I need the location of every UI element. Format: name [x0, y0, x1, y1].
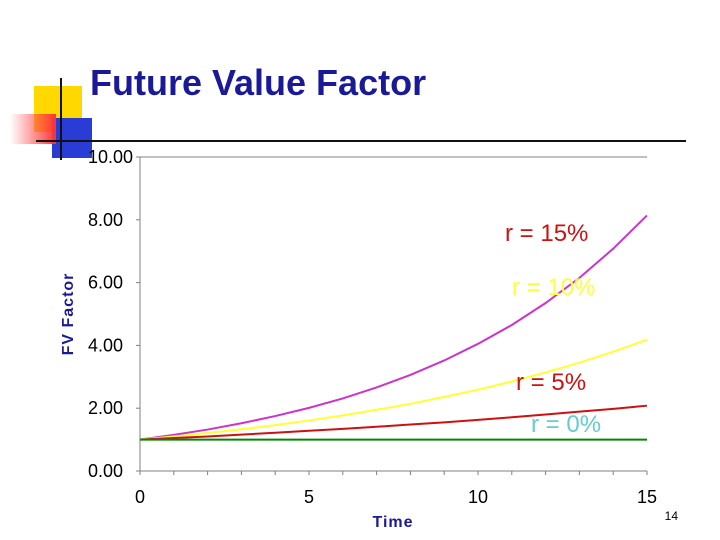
series-label-10-percent: r = 10%: [512, 274, 595, 301]
y-tick-label: 8.00: [88, 210, 123, 230]
series-line-15-percent: [139, 214, 648, 441]
slide-number: 14: [664, 509, 678, 523]
series-label-5-percent: r = 5%: [516, 369, 586, 396]
decor-red-square: [10, 114, 56, 144]
x-axis-title: Time: [372, 514, 413, 531]
x-tick-label: 15: [637, 487, 657, 507]
x-tick-label: 0: [135, 487, 145, 507]
series-label-0-percent: r = 0%: [531, 411, 601, 438]
y-axis-title: FV Factor: [60, 273, 77, 356]
slide-title: Future Value Factor: [90, 62, 427, 103]
plot-frame: [139, 156, 647, 472]
decor-horizontal-line: [36, 140, 686, 142]
decor-blue-square: [52, 118, 92, 158]
series-line-5-percent: [139, 404, 648, 441]
y-tick-label: 6.00: [88, 273, 123, 293]
x-axis-ticks: 0 5 10 15: [135, 471, 657, 507]
x-tick-label: 10: [468, 487, 488, 507]
decor-vertical-line: [60, 78, 62, 160]
y-tick-label: 2.00: [88, 398, 123, 418]
y-tick-label: 10.00: [88, 147, 133, 167]
series-lines: [139, 214, 648, 441]
x-tick-label: 5: [304, 487, 314, 507]
series-line-10-percent: [139, 338, 648, 441]
series-labels: r = 15% r = 10% r = 5% r = 0%: [505, 220, 601, 438]
series-label-15-percent: r = 15%: [505, 220, 588, 247]
y-tick-label: 0.00: [88, 461, 123, 481]
y-axis-ticks: 0.00 2.00 4.00 6.00 8.00 10.00: [88, 147, 140, 481]
y-tick-label: 4.00: [88, 335, 123, 355]
